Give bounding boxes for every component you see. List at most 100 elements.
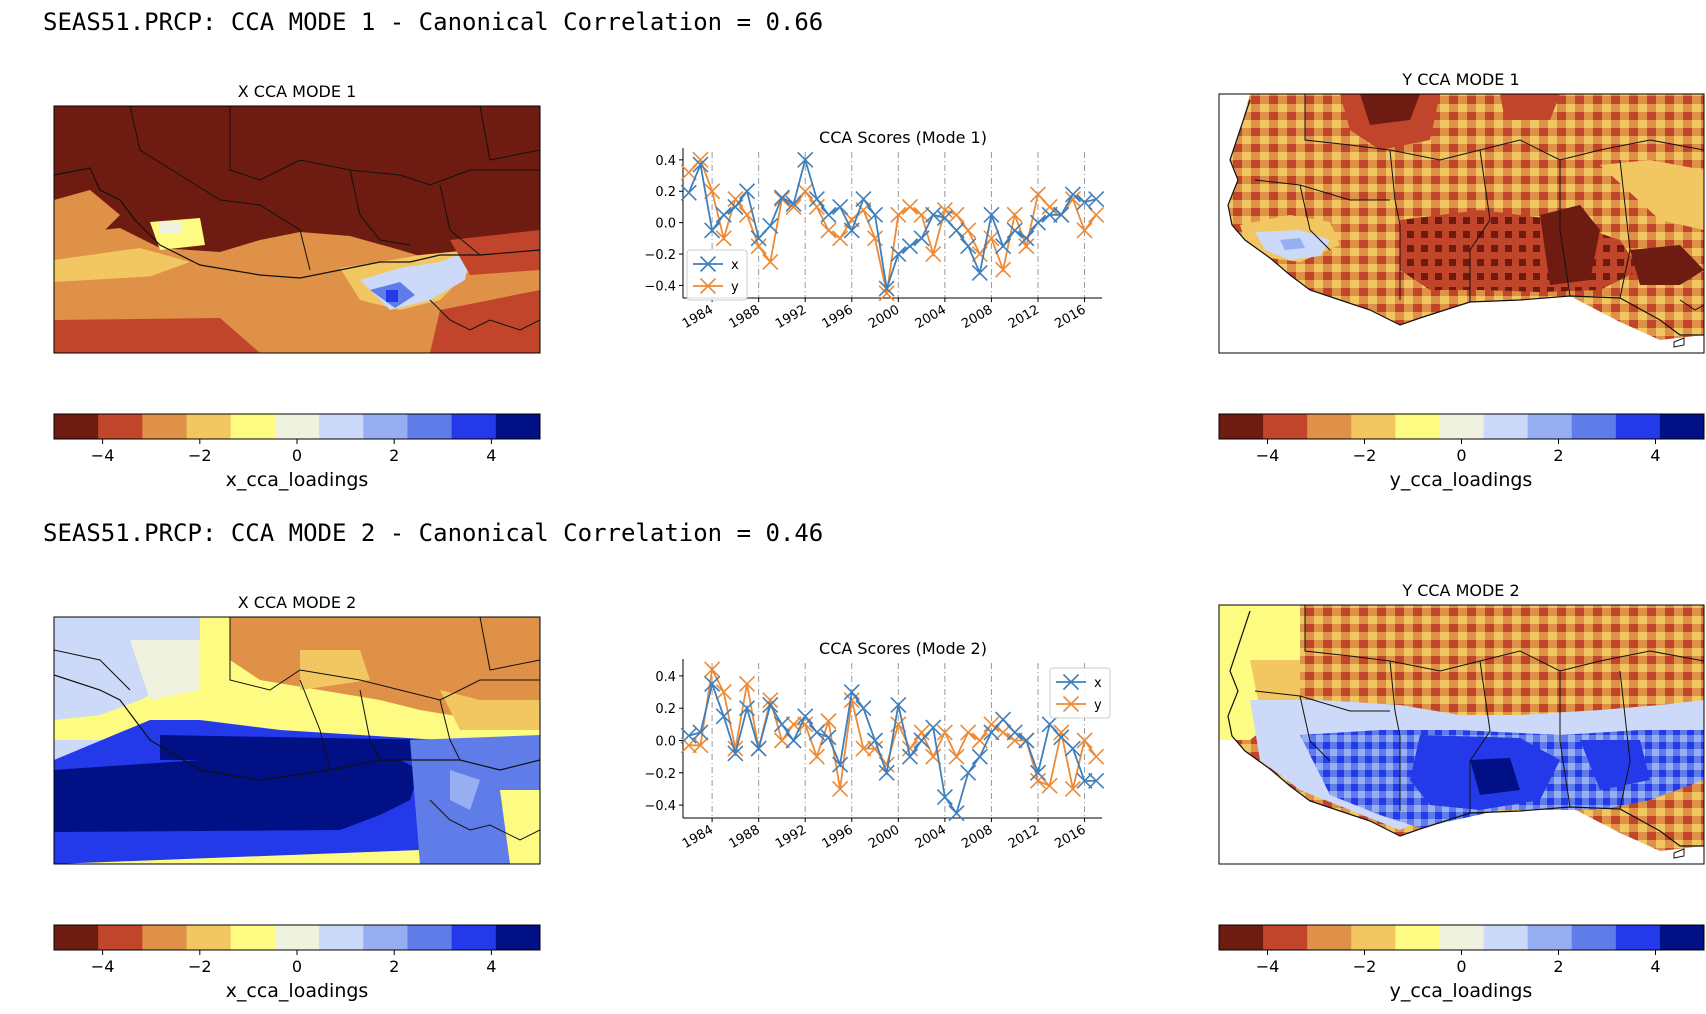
scores-2-series-x-marker [1088, 772, 1105, 789]
y-colorbar-2-swatch [1219, 925, 1264, 950]
scores-1-series-x-marker [680, 184, 697, 201]
x-colorbar-1-tick-label: 2 [389, 446, 399, 465]
scores-2-series-y-marker [738, 675, 756, 693]
y-colorbar-1-swatch [1395, 414, 1440, 439]
x-colorbar-1: −4 −2 0 2 4 [53, 413, 541, 465]
x-colorbar-2-swatch [230, 925, 276, 950]
x-colorbar-2-tick-label: 4 [486, 957, 496, 976]
scores-2-series-y-marker [913, 724, 930, 741]
scores-2-ytick-label: 0.4 [655, 670, 676, 685]
scores-2-series-x-marker [820, 729, 837, 746]
y-colorbar-2-swatch [1439, 925, 1485, 950]
scores-2-series-x-marker [1076, 772, 1093, 789]
scores-1-series-y-marker [913, 206, 930, 223]
scores-1-series-y-marker [925, 245, 942, 263]
scores-1-series-y-marker [936, 202, 953, 219]
x-colorbar-1-swatch [142, 414, 188, 439]
x-colorbar-2-tick-label: −4 [91, 957, 115, 976]
scores-2-series-x-marker [680, 727, 697, 744]
x-colorbar-1-tick-label: 4 [486, 446, 496, 465]
scores-1-series-y-marker [878, 285, 895, 302]
scores-1-series-x-marker [960, 238, 977, 255]
scores-2-legend-label: y [1094, 698, 1102, 713]
x-colorbar-2-swatch [274, 925, 320, 950]
scores-1-series-x-marker [692, 156, 709, 173]
scores-2-xtick-label: 2004 [913, 822, 949, 852]
scores-2-series-x-marker [1006, 724, 1023, 741]
scores-1-series-y-marker [727, 191, 744, 208]
x-colorbar-1-label: x_cca_loadings [226, 469, 369, 491]
y-colorbar-1-tick-label: −4 [1256, 446, 1280, 465]
scores-1-series-x-marker [704, 222, 721, 239]
scores-2-series-x-marker [913, 732, 930, 749]
scores-2-series-x-marker [797, 708, 814, 725]
scores-2-title: CCA Scores (Mode 2) [819, 639, 987, 658]
y-colorbar-2-tick-label: −4 [1256, 957, 1280, 976]
x-colorbar-1-swatch [495, 414, 541, 439]
scores-1-ytick-label: −0.2 [644, 248, 676, 263]
scores-1-series-x-marker [1006, 222, 1023, 239]
scores-1-series-x-marker [855, 191, 872, 208]
y-colorbar-2-swatch [1307, 925, 1352, 950]
scores-2-xtick-label: 1988 [726, 822, 762, 852]
scores-2-ytick-label: 0.2 [655, 702, 676, 717]
scores-1-xtick-label: 1984 [680, 302, 716, 332]
scores-2-series-y-marker [855, 740, 872, 757]
scores-2-series-x-marker [773, 716, 790, 733]
scores-1-xtick-label: 2008 [959, 302, 995, 332]
x-colorbar-2-swatch [98, 925, 143, 950]
scores-1-series-x-marker [948, 222, 965, 239]
mode-2-title: SEAS51.PRCP: CCA MODE 2 - Canonical Corr… [43, 519, 824, 547]
scores-1-xtick-label: 2000 [866, 302, 902, 332]
scores-1-series-y-marker [995, 261, 1012, 278]
mode-1-title: SEAS51.PRCP: CCA MODE 1 - Canonical Corr… [43, 8, 824, 36]
y-colorbar-2-tick-label: 0 [1456, 957, 1466, 976]
y-colorbar-2-swatch [1527, 925, 1573, 950]
scores-2-series-y-marker [715, 683, 732, 701]
cca-scores-plot-1: −0.4 −0.2 0.0 0.2 0.4 1984 1988 1992 1996 2000 200… [644, 148, 1105, 332]
scores-2-series-x-marker [750, 740, 767, 757]
scores-2-series-x-marker [762, 696, 779, 714]
scores-2-series-y-marker [704, 661, 721, 678]
y-colorbar-2-tick-label: 4 [1650, 957, 1660, 976]
scores-1-xtick-label: 2016 [1052, 302, 1088, 332]
scores-2-series-y-marker [797, 716, 814, 733]
x-colorbar-1-swatch [274, 414, 320, 439]
scores-1-series-x-marker [983, 206, 1000, 223]
scores-2-series-x-marker [738, 700, 756, 717]
scores-1-series-y-marker [1018, 238, 1035, 255]
y-colorbar-1-tick-label: 0 [1456, 446, 1466, 465]
x-colorbar-1-tick-label: −2 [188, 446, 212, 465]
scores-1-series-y-marker [808, 198, 825, 216]
scores-2-series-x-marker [890, 696, 907, 714]
scores-2-series-x-marker [727, 745, 744, 762]
y-colorbar-2-swatch [1615, 925, 1661, 950]
scores-1-series-x-marker [1076, 194, 1093, 211]
x-colorbar-1-swatch [230, 414, 276, 439]
scores-1-series-y-marker [890, 206, 907, 223]
x-colorbar-1-swatch [98, 414, 143, 439]
scores-2-series-x-marker [936, 788, 953, 806]
scores-2-series-x-marker [866, 732, 884, 749]
x-colorbar-1-swatch [319, 414, 364, 439]
scores-1-series-y-marker [692, 151, 709, 168]
y-colorbar-1-swatch [1527, 414, 1573, 439]
scores-1-series-x-marker [820, 206, 837, 223]
y-colorbar-1-label: y_cca_loadings [1390, 469, 1533, 491]
x-colorbar-1-swatch [186, 414, 232, 439]
scores-2-series-y-marker [1053, 724, 1070, 741]
scores-2-series-y-marker [692, 737, 709, 754]
scores-1-series-x-marker [971, 264, 988, 281]
scores-2-series-x-line [688, 680, 1097, 816]
y-colorbar-1-tick-label: −2 [1353, 446, 1377, 465]
y-map-2 [1219, 605, 1704, 864]
x-colorbar-2-swatch [363, 925, 408, 950]
scores-1-series-x-marker [738, 183, 756, 200]
scores-1-xtick-label: 1996 [820, 302, 856, 332]
scores-1-series-x-marker [878, 280, 895, 297]
x-colorbar-2-swatch [407, 925, 453, 950]
x-colorbar-2-swatch [54, 925, 99, 950]
scores-2-series-x-marker [971, 748, 988, 765]
scores-2-series-y-marker [948, 748, 965, 765]
